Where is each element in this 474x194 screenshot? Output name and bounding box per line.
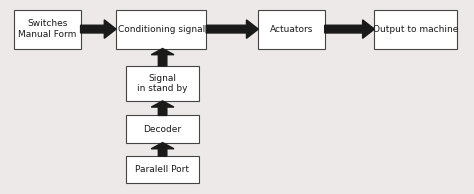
FancyBboxPatch shape <box>116 10 206 49</box>
FancyBboxPatch shape <box>258 10 325 49</box>
FancyArrow shape <box>151 143 174 156</box>
Text: Output to machine: Output to machine <box>373 25 459 34</box>
FancyBboxPatch shape <box>374 10 457 49</box>
FancyArrow shape <box>206 20 258 38</box>
FancyArrow shape <box>151 101 174 115</box>
FancyBboxPatch shape <box>126 115 199 143</box>
FancyBboxPatch shape <box>14 10 81 49</box>
FancyArrow shape <box>151 48 174 66</box>
FancyArrow shape <box>81 20 116 38</box>
Text: Paralell Port: Paralell Port <box>136 165 189 174</box>
Text: Actuators: Actuators <box>270 25 313 34</box>
Text: Conditioning signal: Conditioning signal <box>118 25 205 34</box>
Text: Decoder: Decoder <box>143 125 182 133</box>
Text: Signal
in stand by: Signal in stand by <box>137 74 188 93</box>
FancyArrow shape <box>325 20 374 38</box>
Text: Switches
Manual Form: Switches Manual Form <box>18 19 77 39</box>
FancyBboxPatch shape <box>126 156 199 183</box>
FancyBboxPatch shape <box>126 66 199 101</box>
